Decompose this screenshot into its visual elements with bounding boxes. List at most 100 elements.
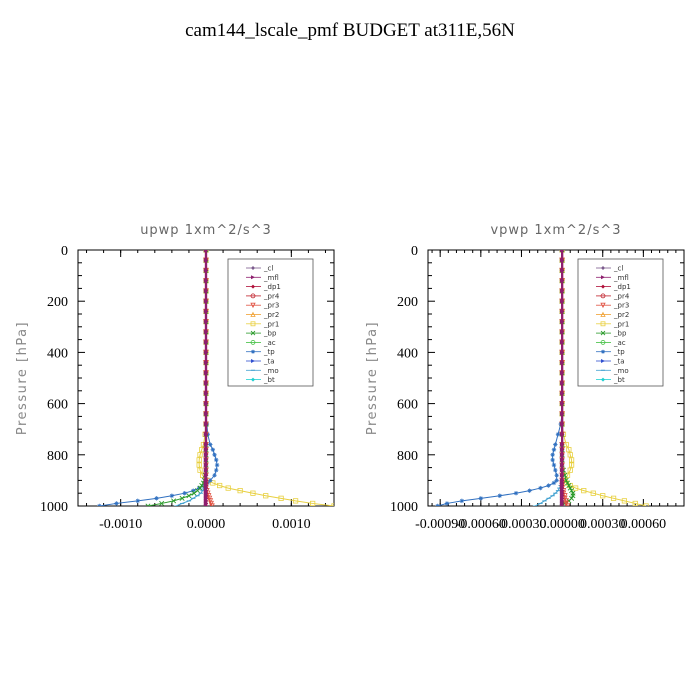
vpwp-y-axis-label: Pressure [hPa] [365, 321, 380, 435]
upwp-legend-marker [250, 311, 256, 317]
vpwp-point-tp [553, 442, 558, 447]
vpwp-x-tick-label: 0.00000 [539, 517, 585, 532]
vpwp-point-mfl [559, 452, 565, 457]
vpwp-point-pr1 [610, 495, 617, 501]
upwp-series-group [97, 250, 334, 506]
upwp-legend-marker [250, 293, 256, 299]
upwp-point-pr1 [197, 467, 203, 473]
vpwp-legend-marker [601, 377, 605, 382]
vpwp-point-mfl [559, 447, 565, 452]
vpwp-point-mfl [559, 329, 565, 335]
upwp-point-mfl [203, 462, 209, 468]
vpwp-point-mfl [559, 288, 565, 294]
vpwp-point-mfl [559, 457, 565, 463]
vpwp-point-mfl [559, 360, 565, 365]
upwp-point-tp [182, 491, 187, 496]
vpwp-point-pr1 [568, 457, 575, 463]
vpwp-point-mfl [559, 401, 565, 406]
vpwp-point-tp [444, 501, 450, 506]
upwp-point-mfl [203, 467, 209, 473]
vpwp-point-mfl [559, 467, 565, 473]
vpwp-point-pr1 [590, 490, 596, 496]
upwp-point-pr1 [196, 457, 202, 463]
vpwp-point-mfl [559, 411, 565, 417]
vpwp-point-pr1 [621, 498, 628, 504]
vpwp-legend-marker [601, 284, 605, 289]
vpwp-point-tp [553, 467, 558, 473]
upwp-point-tp [214, 462, 220, 468]
vpwp-legend-entry: _ta [613, 358, 625, 366]
upwp-point-mfl [203, 503, 209, 506]
upwp-point-pr1 [196, 462, 202, 468]
vpwp-point-bp [562, 472, 568, 478]
upwp-point-mfl [203, 411, 209, 417]
vpwp-point-mfl [559, 370, 565, 376]
vpwp-point-tp [478, 496, 484, 501]
upwp-point-pr1 [217, 482, 223, 489]
vpwp-legend-marker [601, 349, 605, 354]
upwp-x-tick-label: 0.0000 [187, 517, 226, 532]
upwp-x-tick-label: -0.0010 [99, 517, 142, 532]
vpwp-point-pr1 [581, 488, 587, 494]
upwp-point-pr1 [225, 485, 231, 491]
vpwp-point-tp [550, 452, 555, 457]
vpwp-x-tick-label: 0.00030 [580, 517, 626, 532]
upwp-legend-marker [251, 275, 255, 280]
upwp-y-tick-label: 0 [61, 244, 68, 259]
upwp-legend-entry: _tp [263, 348, 275, 356]
vpwp-point-mfl [559, 462, 565, 468]
upwp-point-mfl [203, 380, 209, 386]
upwp-point-tp [208, 442, 213, 447]
upwp-point-mfl [203, 421, 209, 427]
vpwp-point-bp [570, 493, 576, 499]
upwp-point-mfl [203, 473, 209, 478]
upwp-point-mfl [203, 452, 209, 457]
upwp-legend-entry: _mfl [263, 274, 279, 282]
vpwp-legend-entry: _dp1 [613, 283, 631, 291]
vpwp-legend-entry: _mfl [613, 274, 629, 282]
upwp-point-mfl [203, 360, 209, 365]
vpwp-point-tp [551, 480, 557, 486]
vpwp-point-mfl [559, 391, 565, 396]
vpwp-point-mfl [559, 421, 565, 427]
upwp-panel: upwp 1xm^2/s^3 Pressure [hPa] 0 200 400 600 80… [15, 223, 335, 532]
upwp-legend-entry: _pr3 [263, 302, 279, 310]
upwp-point-pr1 [292, 498, 299, 504]
vpwp-legend-entry: _bt [613, 376, 625, 384]
vpwp-point-tp [459, 498, 465, 504]
upwp-point-mfl [203, 391, 209, 396]
vpwp-point-pr1 [566, 447, 572, 453]
vpwp-legend-entry: _cl [613, 265, 623, 273]
upwp-legend-marker [250, 302, 256, 309]
vpwp-x-tick-label: -0.00030 [496, 517, 546, 532]
vpwp-point-mfl [559, 473, 565, 478]
vpwp-point-mfl [559, 432, 565, 437]
upwp-legend-marker [250, 321, 256, 327]
upwp-point-mfl [203, 288, 209, 294]
upwp-legend-marker [251, 359, 255, 363]
vpwp-point-tp [538, 485, 543, 491]
upwp-point-tp [210, 447, 216, 452]
vpwp-legend-marker [600, 339, 606, 345]
upwp-point-tp [114, 501, 119, 506]
vpwp-legend-marker [601, 275, 605, 280]
upwp-point-pr1 [331, 503, 334, 506]
vpwp-legend-entry: _mo [613, 367, 629, 375]
upwp-point-pr1 [210, 480, 216, 486]
vpwp-point-tp [513, 491, 519, 496]
upwp-point-mfl [203, 339, 209, 345]
upwp-point-mfl [203, 401, 209, 406]
vpwp-y-tick-label: 200 [397, 295, 418, 310]
vpwp-legend-marker [601, 266, 605, 270]
vpwp-point-tp [555, 432, 561, 437]
vpwp-x-tick-label: 0.00060 [621, 517, 667, 532]
upwp-legend-marker [251, 377, 255, 382]
upwp-legend [227, 258, 314, 387]
upwp-point-pr1 [263, 493, 269, 499]
vpwp-point-mfl [559, 319, 565, 324]
upwp-y-tick-label: 1000 [40, 500, 68, 515]
vpwp-point-pr1 [573, 485, 579, 491]
vpwp-point-tp [551, 462, 557, 468]
upwp-point-bp [186, 493, 192, 499]
